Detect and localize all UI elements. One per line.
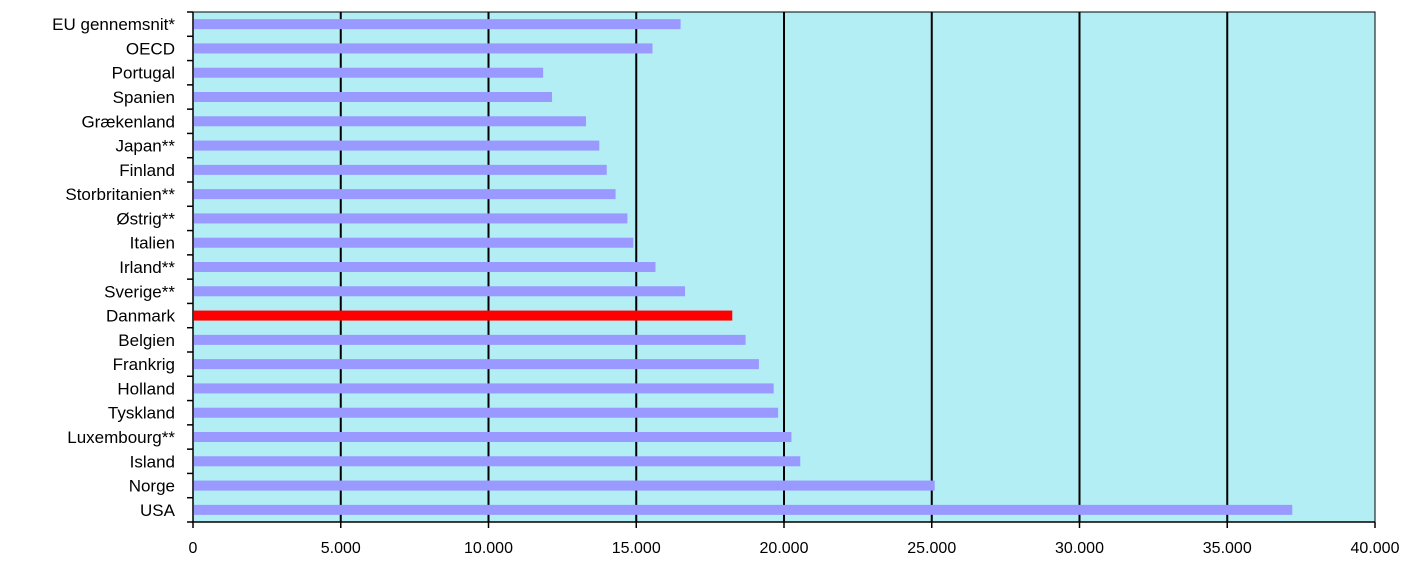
x-tick-label: 5.000 — [321, 540, 361, 557]
bar-luxembourg — [194, 432, 792, 442]
x-tick-label: 15.000 — [612, 540, 661, 557]
x-tick-label: 20.000 — [760, 540, 809, 557]
category-label: Luxembourg** — [67, 428, 175, 447]
x-tick-label: 25.000 — [907, 540, 956, 557]
bar-portugal — [194, 67, 544, 78]
bar-norge — [194, 480, 935, 491]
category-label: Island — [130, 452, 175, 471]
category-label: Spanien — [113, 88, 175, 107]
bar-usa — [194, 504, 1293, 515]
x-tick-label: 10.000 — [464, 540, 513, 557]
category-label: Storbritanien** — [65, 185, 175, 204]
bar-grækenland — [194, 116, 587, 127]
category-label: OECD — [126, 39, 175, 58]
axes — [187, 11, 1376, 528]
bar-eu-gennemsnit — [194, 19, 681, 30]
bar-sverige — [194, 286, 686, 297]
bar-irland — [194, 262, 656, 272]
category-label: EU gennemsnit* — [52, 15, 175, 34]
category-labels: EU gennemsnit* OECD Portugal Spanien Grækenl… — [52, 15, 175, 520]
bar-storbritanien — [194, 189, 616, 200]
category-label: Danmark — [106, 307, 175, 326]
x-tick-label: 35.000 — [1203, 540, 1252, 557]
bar-belgien — [194, 334, 746, 345]
category-label: Norge — [129, 477, 175, 496]
category-label: Irland** — [119, 258, 175, 277]
bar-danmark — [194, 310, 733, 321]
bars — [194, 19, 1293, 515]
category-label: Belgien — [118, 331, 175, 350]
bar-italien — [194, 237, 634, 248]
bar-finland — [194, 164, 607, 175]
category-label: Grækenland — [81, 112, 175, 131]
bar-frankrig — [194, 359, 759, 370]
bar-japan — [194, 140, 600, 151]
category-label: Sverige** — [104, 282, 175, 301]
bar-oecd — [194, 43, 653, 54]
category-label: Tyskland — [108, 404, 175, 423]
bar-holland — [194, 383, 774, 394]
category-label: Japan** — [115, 137, 175, 156]
bar-island — [194, 456, 801, 467]
bar-østrig — [194, 213, 628, 224]
x-tick-label: 0 — [189, 540, 198, 557]
bar-tyskland — [194, 407, 779, 418]
category-label: Italien — [130, 234, 175, 253]
category-label: USA — [140, 501, 176, 520]
category-label: Portugal — [112, 64, 175, 83]
bar-spanien — [194, 92, 553, 102]
tick-labels: 0 5.000 10.000 15.000 20.000 25.000 30.000 35.0… — [189, 540, 1400, 557]
category-label: Finland — [119, 161, 175, 180]
x-tick-label: 30.000 — [1055, 540, 1104, 557]
category-label: Frankrig — [113, 355, 175, 374]
category-label: Østrig** — [116, 209, 175, 228]
x-tick-label: 40.000 — [1351, 540, 1400, 557]
category-label: Holland — [117, 379, 175, 398]
